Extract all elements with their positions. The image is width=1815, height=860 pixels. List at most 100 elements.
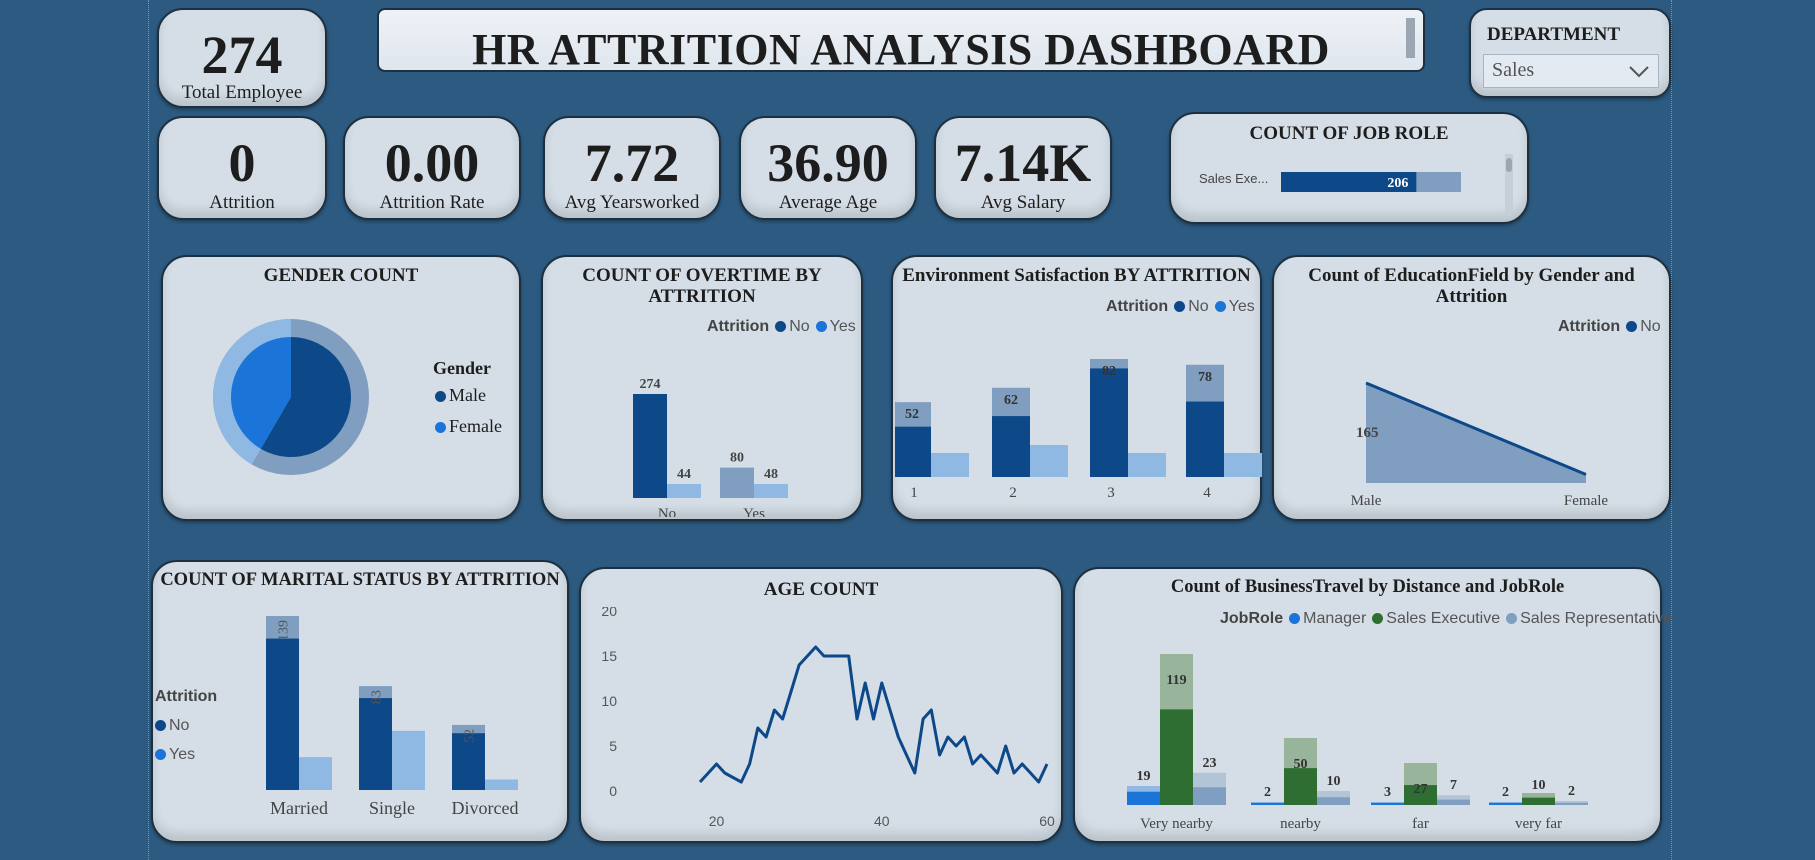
title-scrollbar[interactable] (1406, 18, 1415, 58)
marital-data-label: 139 (277, 620, 292, 641)
gender-chart (213, 319, 369, 475)
kpi-attrition-value: 0 (228, 133, 256, 193)
env-sat-bar-no (992, 416, 1030, 477)
job-role-scrollbar-thumb[interactable] (1506, 158, 1512, 172)
business-travel-data-label-manager: 2 (1264, 785, 1271, 800)
business-travel-tick-label: nearby (1280, 816, 1321, 832)
education-area (1366, 383, 1586, 483)
business-travel-data-label-sales-rep: 2 (1568, 784, 1575, 799)
marital-chart: 139 Married 83 Single 52 Divorced (266, 616, 519, 818)
gender-slice-female (231, 337, 291, 449)
age-y-tick-label: 15 (601, 648, 617, 664)
age-series-line (698, 645, 1049, 784)
overtime-legend-no: No (789, 318, 810, 335)
marital-data-label: 52 (463, 729, 478, 743)
env-sat-legend: Attrition No Yes (1106, 298, 1255, 316)
env-sat-bar-yes (1128, 453, 1166, 477)
overtime-legend: Attrition No Yes (707, 318, 856, 336)
age-chart: 0 5 10 15 20 20 40 60 (601, 607, 1055, 829)
business-travel-bar-manager (1489, 802, 1522, 805)
business-travel-data-label-sales-exec: 10 (1532, 778, 1546, 793)
overtime-data-label-no: 80 (730, 451, 744, 466)
age-y-tick-label: 0 (609, 783, 617, 799)
education-title: Count of EducationField by Gender and At… (1308, 265, 1635, 307)
business-travel-legend-title: JobRole (1220, 610, 1284, 627)
age-x-tick-label: 40 (874, 813, 890, 829)
env-sat-chart: 52 1 62 2 82 3 78 4 (895, 359, 1262, 501)
env-sat-card: Environment Satisfaction BY ATTRITION At… (891, 255, 1262, 521)
overtime-tick-label: Yes (743, 506, 765, 517)
business-travel-card: Count of BusinessTravel by Distance and … (1073, 567, 1672, 843)
business-travel-data-label-sales-exec: 27 (1414, 782, 1428, 797)
marital-card: COUNT OF MARITAL STATUS BY ATTRITION Att… (151, 560, 569, 843)
env-sat-data-label: 82 (1102, 364, 1116, 379)
overtime-bar-no (633, 394, 667, 498)
age-title: AGE COUNT (763, 579, 879, 600)
marital-legend-yes: Yes (155, 740, 217, 769)
kpi-avg-salary-value: 7.14K (954, 133, 1092, 193)
overtime-title: COUNT OF OVERTIME BY ATTRITION (582, 265, 822, 307)
business-travel-data-label-sales-rep: 7 (1450, 778, 1457, 793)
marital-tick-label: Divorced (452, 798, 519, 818)
env-sat-legend-yes: Yes (1228, 298, 1255, 315)
kpi-attrition-rate-label: Attrition Rate (379, 192, 485, 213)
job-role-bar (1281, 172, 1417, 192)
age-y-tick-label: 20 (601, 607, 617, 619)
education-card: Count of EducationField by Gender and At… (1272, 255, 1671, 521)
business-travel-data-label-sales-exec: 119 (1166, 673, 1186, 688)
business-travel-bar-manager (1371, 802, 1404, 805)
kpi-attrition: 0 Attrition (157, 116, 327, 220)
env-sat-title: Environment Satisfaction BY ATTRITION (902, 265, 1251, 286)
env-sat-data-label: 52 (905, 407, 919, 422)
overtime-bar-yes (667, 484, 701, 498)
kpi-avg-years: 7.72 Avg Yearsworked (543, 116, 721, 220)
job-role-scrollbar[interactable] (1505, 154, 1513, 216)
age-x-tick-label: 60 (1039, 813, 1055, 829)
marital-bar-yes (392, 730, 425, 790)
marital-bar-no (359, 698, 392, 790)
business-travel-legend: JobRole Manager Sales Executive Sales Repre… (1220, 610, 1672, 628)
business-travel-bar-manager (1127, 791, 1160, 805)
education-line (1365, 381, 1587, 476)
department-dropdown[interactable]: Sales (1483, 54, 1659, 88)
education-legend-no: No (1640, 318, 1661, 335)
business-travel-data-label-sales-rep: 23 (1203, 756, 1217, 771)
marital-legend: Attrition No Yes (155, 682, 217, 769)
business-travel-bar-sales-rep (1555, 802, 1588, 805)
business-travel-tick-label: very far (1515, 816, 1562, 832)
business-travel-bar-sales-exec (1160, 709, 1193, 805)
overtime-data-label-yes: 44 (677, 467, 691, 482)
gender-slice-male (260, 337, 351, 457)
kpi-avg-age-value: 36.90 (767, 133, 889, 193)
gender-legend-male: Male (433, 385, 502, 406)
business-travel-data-label-manager: 3 (1384, 785, 1391, 800)
marital-legend-no: No (155, 711, 217, 740)
overtime-tick-label: No (658, 506, 676, 517)
marital-tick-label: Single (369, 798, 415, 818)
kpi-avg-salary: 7.14K Avg Salary (934, 116, 1112, 220)
dashboard-title-card: HR ATTRITION ANALYSIS DASHBOARD (377, 8, 1425, 74)
env-sat-bar-no (895, 426, 931, 477)
env-sat-bar-no (1186, 401, 1224, 477)
env-sat-data-label: 62 (1004, 393, 1018, 408)
department-selected: Sales (1492, 59, 1535, 81)
gender-title: GENDER COUNT (263, 265, 419, 286)
env-sat-bar-yes (931, 453, 969, 477)
business-travel-legend-sales-rep: Sales Representative (1520, 610, 1673, 627)
business-travel-legend-manager: Manager (1303, 610, 1367, 627)
kpi-avg-age-label: Average Age (778, 192, 878, 213)
marital-bar-yes (299, 757, 332, 790)
education-legend: Attrition No (1558, 318, 1661, 336)
page-title: HR ATTRITION ANALYSIS DASHBOARD (472, 25, 1330, 74)
chevron-down-icon (1629, 66, 1649, 78)
job-role-data-label: 206 (1387, 176, 1408, 191)
overtime-bar-no (720, 467, 754, 498)
business-travel-chart: 19 119 23 Very nearby 2 50 10 nearby 3 27 7 far 2 10 2… (1127, 654, 1588, 832)
overtime-card: COUNT OF OVERTIME BY ATTRITION Attrition… (541, 255, 863, 521)
business-travel-bar-sales-exec (1522, 797, 1555, 805)
env-sat-tick-label: 2 (1009, 485, 1017, 501)
marital-bar-no (452, 733, 485, 790)
env-sat-tick-label: 4 (1203, 485, 1211, 501)
env-sat-bar-no (1090, 368, 1128, 477)
age-x-tick-label: 20 (709, 813, 725, 829)
